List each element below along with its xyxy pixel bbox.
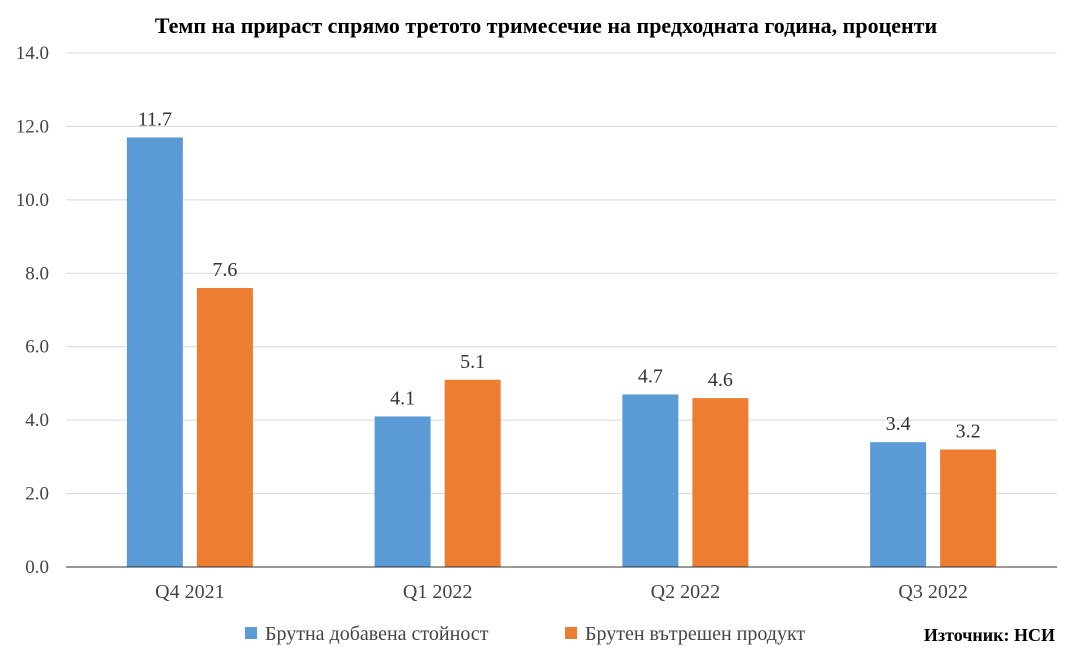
data-label: 7.6 [212,259,237,281]
data-label: 4.7 [638,365,663,387]
y-tick-label: 10.0 [16,190,49,211]
data-labels: 11.7 7.6 4.1 5.1 4.7 4.6 3.4 3.2 [138,108,981,442]
data-label: 4.6 [708,369,733,391]
data-label: 11.7 [138,108,172,130]
data-label: 4.1 [390,387,415,409]
y-tick-label: 4.0 [25,410,49,431]
source-note: Източник: НСИ [924,625,1055,645]
bar [374,416,431,567]
data-label: 3.4 [886,413,911,435]
data-label: 3.2 [956,421,981,443]
y-tick-label: 0.0 [25,557,49,578]
bar [196,287,253,567]
bar [870,442,927,567]
x-category-label: Q1 2022 [403,581,472,603]
bar [940,449,997,567]
y-tick-label: 8.0 [25,263,49,284]
x-axis-categories: Q4 2021 Q1 2022 Q2 2022 Q3 2022 [155,581,968,603]
x-category-label: Q4 2021 [155,581,224,603]
data-label: 5.1 [460,351,485,373]
x-category-label: Q3 2022 [898,581,967,603]
bar [444,379,501,567]
legend-label: Брутна добавена стойност [265,623,489,645]
x-category-label: Q2 2022 [651,581,720,603]
bars [126,137,997,567]
legend-swatch [565,627,577,639]
bar [692,398,749,567]
legend: Брутна добавена стойност Брутен вътрешен … [245,623,805,645]
bar [126,137,183,567]
chart-title: Темп на прираст спрямо третото тримесечи… [155,13,938,38]
y-tick-label: 14.0 [16,43,49,64]
y-tick-label: 12.0 [16,116,49,137]
legend-swatch [245,627,257,639]
legend-label: Брутен вътрешен продукт [585,623,805,645]
y-tick-label: 6.0 [25,337,49,358]
y-tick-label: 2.0 [25,484,49,505]
bar [622,394,679,567]
y-axis-ticks: 0.0 2.0 4.0 6.0 8.0 10.0 12.0 14.0 [16,43,49,578]
